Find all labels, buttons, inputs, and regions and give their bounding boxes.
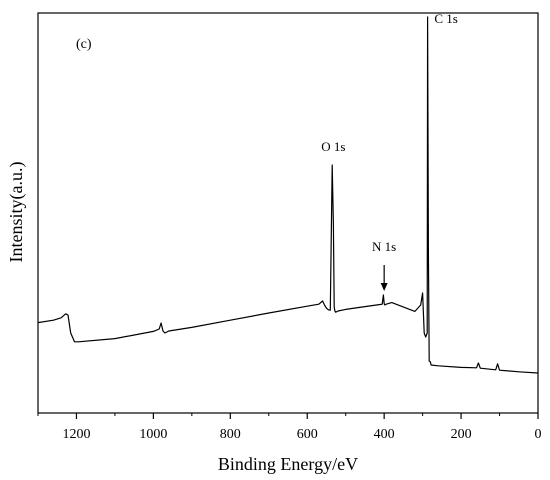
x-axis-title: Binding Energy/eV	[218, 454, 358, 474]
x-axis-tick-labels: 1200 1000 800 600 400 200 0	[62, 427, 541, 442]
x-tick-label: 0	[535, 427, 542, 442]
x-axis-ticks	[37, 413, 539, 419]
n1s-arrow	[380, 265, 388, 291]
x-tick-label: 800	[220, 427, 241, 442]
y-axis-title: Intensity(a.u.)	[6, 162, 27, 263]
peak-label: O 1s	[321, 139, 345, 154]
peak-annotations: C 1s O 1s N 1s	[321, 11, 458, 254]
peak-label: N 1s	[372, 239, 396, 254]
x-tick-label: 400	[374, 427, 395, 442]
x-tick-label: 1200	[62, 427, 90, 442]
plot-frame	[37, 12, 539, 414]
spectrum-line	[37, 16, 539, 374]
panel-label: (c)	[76, 37, 92, 52]
x-tick-label: 600	[297, 427, 318, 442]
x-tick-label: 1000	[139, 427, 167, 442]
peak-label: C 1s	[434, 11, 457, 26]
x-tick-label: 200	[451, 427, 472, 442]
arrow-head-icon	[380, 283, 388, 291]
